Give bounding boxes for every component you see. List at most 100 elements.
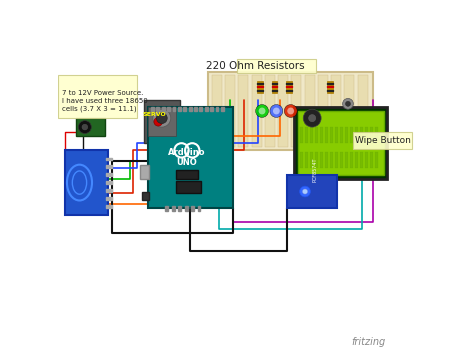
FancyBboxPatch shape xyxy=(176,170,198,179)
FancyBboxPatch shape xyxy=(257,83,263,84)
FancyBboxPatch shape xyxy=(147,107,233,208)
FancyBboxPatch shape xyxy=(144,100,180,143)
FancyBboxPatch shape xyxy=(305,152,308,168)
FancyBboxPatch shape xyxy=(162,107,164,111)
FancyBboxPatch shape xyxy=(221,107,224,111)
FancyBboxPatch shape xyxy=(325,152,328,168)
FancyBboxPatch shape xyxy=(350,127,353,143)
Circle shape xyxy=(153,109,171,127)
FancyBboxPatch shape xyxy=(106,165,112,168)
FancyBboxPatch shape xyxy=(252,75,262,147)
FancyBboxPatch shape xyxy=(189,107,191,111)
Circle shape xyxy=(300,186,310,197)
Text: fritzing: fritzing xyxy=(352,337,386,347)
FancyBboxPatch shape xyxy=(272,81,277,93)
FancyBboxPatch shape xyxy=(340,127,343,143)
FancyBboxPatch shape xyxy=(167,107,170,111)
FancyBboxPatch shape xyxy=(106,205,112,208)
FancyBboxPatch shape xyxy=(106,158,112,160)
FancyBboxPatch shape xyxy=(355,152,358,168)
FancyBboxPatch shape xyxy=(331,75,341,147)
FancyBboxPatch shape xyxy=(65,150,108,215)
FancyBboxPatch shape xyxy=(294,107,387,179)
FancyBboxPatch shape xyxy=(335,127,337,143)
FancyBboxPatch shape xyxy=(327,90,333,91)
FancyBboxPatch shape xyxy=(340,152,343,168)
FancyBboxPatch shape xyxy=(106,173,112,176)
FancyBboxPatch shape xyxy=(375,152,378,168)
FancyBboxPatch shape xyxy=(345,75,355,147)
FancyBboxPatch shape xyxy=(319,127,323,143)
Circle shape xyxy=(284,105,297,117)
FancyBboxPatch shape xyxy=(272,90,277,91)
FancyBboxPatch shape xyxy=(178,206,181,211)
FancyBboxPatch shape xyxy=(257,90,263,91)
FancyBboxPatch shape xyxy=(300,127,302,143)
FancyBboxPatch shape xyxy=(330,127,333,143)
Text: 7 to 12V Power Source.
I have used three 18650
cells (3.7 X 3 = 11.1): 7 to 12V Power Source. I have used three… xyxy=(62,90,147,112)
FancyBboxPatch shape xyxy=(350,152,353,168)
FancyBboxPatch shape xyxy=(286,86,292,87)
FancyBboxPatch shape xyxy=(106,181,112,184)
Text: PCF8574T: PCF8574T xyxy=(312,157,317,182)
FancyBboxPatch shape xyxy=(310,127,312,143)
FancyBboxPatch shape xyxy=(375,127,378,143)
FancyBboxPatch shape xyxy=(209,72,373,150)
FancyBboxPatch shape xyxy=(335,152,337,168)
Circle shape xyxy=(154,117,163,126)
FancyBboxPatch shape xyxy=(327,83,333,84)
Text: 220 Ohm Resistors: 220 Ohm Resistors xyxy=(206,61,304,71)
Circle shape xyxy=(82,124,88,130)
FancyBboxPatch shape xyxy=(315,127,318,143)
Circle shape xyxy=(343,98,353,109)
FancyBboxPatch shape xyxy=(272,83,277,84)
FancyBboxPatch shape xyxy=(278,75,288,147)
FancyBboxPatch shape xyxy=(318,75,328,147)
FancyBboxPatch shape xyxy=(319,152,323,168)
FancyBboxPatch shape xyxy=(191,206,194,211)
Text: Wipe Button: Wipe Button xyxy=(355,136,411,145)
FancyBboxPatch shape xyxy=(360,152,363,168)
Circle shape xyxy=(287,107,294,115)
FancyBboxPatch shape xyxy=(106,197,112,200)
FancyBboxPatch shape xyxy=(205,107,208,111)
Circle shape xyxy=(156,113,167,124)
FancyBboxPatch shape xyxy=(173,107,175,111)
Circle shape xyxy=(270,105,283,117)
FancyBboxPatch shape xyxy=(178,107,181,111)
FancyBboxPatch shape xyxy=(212,75,222,147)
FancyBboxPatch shape xyxy=(272,86,277,87)
FancyBboxPatch shape xyxy=(292,75,301,147)
FancyBboxPatch shape xyxy=(183,107,186,111)
FancyBboxPatch shape xyxy=(286,81,292,93)
FancyBboxPatch shape xyxy=(151,107,154,111)
FancyBboxPatch shape xyxy=(58,75,137,118)
FancyBboxPatch shape xyxy=(216,107,219,111)
FancyBboxPatch shape xyxy=(360,127,363,143)
FancyBboxPatch shape xyxy=(365,127,368,143)
FancyBboxPatch shape xyxy=(300,152,302,168)
FancyBboxPatch shape xyxy=(345,127,347,143)
FancyBboxPatch shape xyxy=(225,75,235,147)
Circle shape xyxy=(78,121,91,134)
Circle shape xyxy=(346,101,350,106)
FancyBboxPatch shape xyxy=(238,75,248,147)
FancyBboxPatch shape xyxy=(142,192,149,200)
FancyBboxPatch shape xyxy=(365,152,368,168)
FancyBboxPatch shape xyxy=(147,107,176,136)
Circle shape xyxy=(309,115,316,122)
FancyBboxPatch shape xyxy=(325,127,328,143)
FancyBboxPatch shape xyxy=(370,127,373,143)
FancyBboxPatch shape xyxy=(310,152,312,168)
FancyBboxPatch shape xyxy=(315,152,318,168)
FancyBboxPatch shape xyxy=(327,86,333,87)
FancyBboxPatch shape xyxy=(358,75,368,147)
FancyBboxPatch shape xyxy=(287,175,337,208)
Text: SERVO: SERVO xyxy=(143,112,166,117)
FancyBboxPatch shape xyxy=(200,107,202,111)
FancyBboxPatch shape xyxy=(305,127,308,143)
FancyBboxPatch shape xyxy=(345,152,347,168)
FancyBboxPatch shape xyxy=(257,81,263,93)
FancyBboxPatch shape xyxy=(156,107,159,111)
FancyBboxPatch shape xyxy=(106,189,112,192)
